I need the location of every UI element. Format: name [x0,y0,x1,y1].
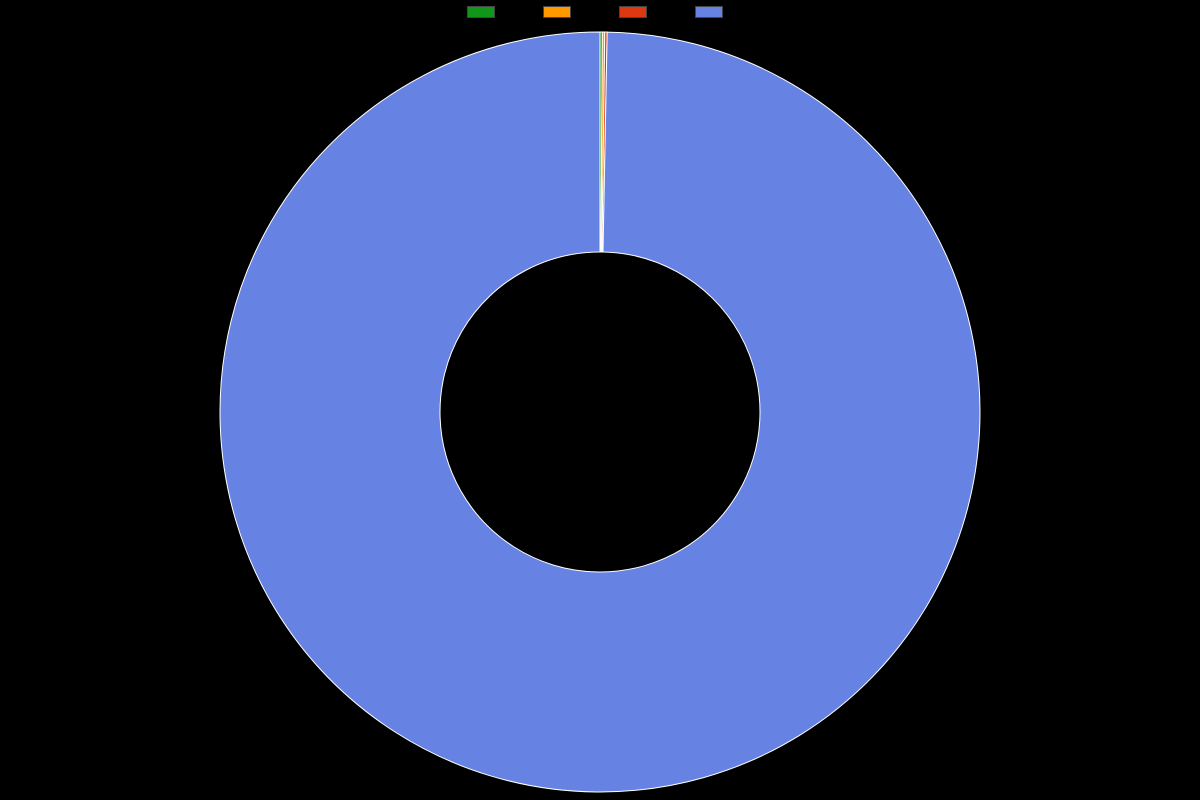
legend-item-2[interactable] [619,6,657,18]
donut-slice-3[interactable] [220,32,980,792]
donut-chart [0,24,1200,800]
legend-swatch-0 [467,6,495,18]
legend-swatch-3 [695,6,723,18]
chart-container [0,0,1200,800]
donut-slices [220,32,980,792]
legend-swatch-2 [619,6,647,18]
donut-chart-wrap [0,24,1200,800]
legend-item-0[interactable] [467,6,505,18]
legend-swatch-1 [543,6,571,18]
legend-item-3[interactable] [695,6,733,18]
legend-item-1[interactable] [543,6,581,18]
legend [467,6,733,18]
